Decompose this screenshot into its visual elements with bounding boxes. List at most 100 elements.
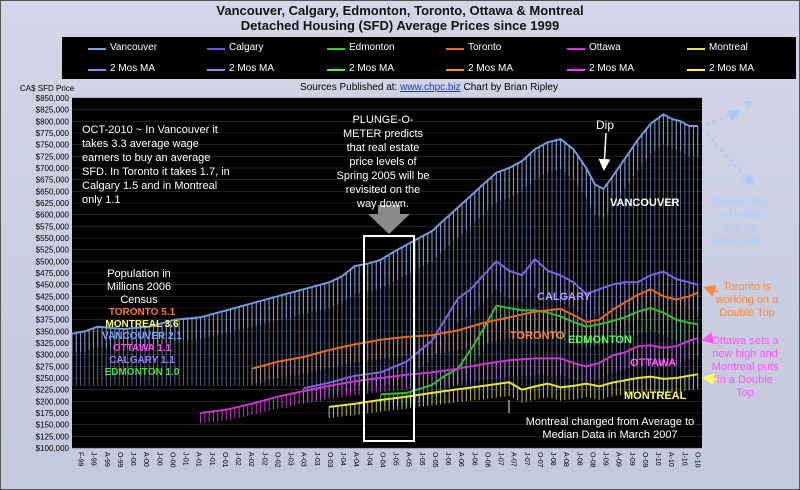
- x-tick-label: O-01: [221, 452, 228, 468]
- y-tick-label: $550,000: [36, 234, 70, 243]
- series-label-calgary: CALGARY: [537, 291, 591, 303]
- y-tick-label: $625,000: [36, 199, 70, 208]
- y-tick-label: $825,000: [36, 106, 70, 115]
- plunge-arrow: [368, 205, 410, 234]
- annotation-question: ?: [744, 98, 752, 113]
- y-tick-label: $525,000: [36, 246, 70, 255]
- series-label-montreal: MONTREAL: [624, 390, 687, 402]
- population-list: TORONTO 5.1 MONTREAL 3.6 VANCOUVER 2.1 O…: [90, 307, 194, 379]
- x-tick-label: A-02: [247, 452, 254, 467]
- x-tick-label: J-07: [523, 452, 530, 466]
- y-tick-label: $200,000: [36, 397, 70, 406]
- x-tick-label: J-09: [628, 452, 635, 466]
- sources-link[interactable]: www.chpc.biz: [400, 82, 461, 93]
- x-tick-label: J-05: [418, 452, 425, 466]
- series-line-montreal: [328, 373, 698, 408]
- series-label-vancouver: VANCOUVER: [610, 197, 680, 209]
- legend: Vancouver Calgary Edmonton Toronto Ottaw…: [62, 37, 796, 79]
- x-tick-label: J-08: [575, 452, 582, 466]
- x-tick-label: A-05: [405, 452, 412, 467]
- x-tick-label: O-00: [168, 452, 175, 468]
- montreal-arrow: [702, 373, 723, 386]
- dip-arrow: [598, 132, 611, 171]
- x-tick-label: J-07: [497, 452, 504, 466]
- x-tick-label: J-02: [234, 452, 241, 466]
- y-tick-label: $600,000: [36, 211, 70, 220]
- chart-title-line1: Vancouver, Calgary, Edmonton, Toronto, O…: [216, 3, 584, 18]
- x-tick-label: J-99: [90, 452, 97, 466]
- population-montreal: MONTREAL 3.6: [105, 319, 179, 330]
- y-tick-label: $125,000: [36, 432, 70, 441]
- x-tick-label: J-01: [182, 452, 189, 466]
- series-line-vancouver: [71, 113, 698, 335]
- x-tick-label: J-06: [444, 452, 451, 466]
- y-tick-label: $375,000: [36, 316, 70, 325]
- x-tick-label: A-07: [510, 452, 517, 467]
- population-vancouver: VANCOUVER 2.1: [102, 331, 182, 342]
- x-tick-label: A-06: [457, 452, 464, 467]
- x-tick-label: O-02: [273, 452, 280, 468]
- x-tick-label: J-00: [129, 452, 136, 466]
- y-tick-label: $225,000: [36, 386, 70, 395]
- x-tick-label: J-06: [470, 452, 477, 466]
- double-dip-arrow: [705, 132, 755, 187]
- annotation-dip: Dip: [596, 118, 615, 132]
- x-tick-label: A-00: [142, 452, 149, 467]
- y-tick-label: $325,000: [36, 339, 70, 348]
- y-tick-label: $175,000: [36, 409, 70, 418]
- vancouver-columns: [71, 114, 699, 386]
- x-tick-label: O-99: [116, 452, 123, 468]
- x-tick-label: A-99: [103, 452, 110, 467]
- annotation-montreal-changed: Montreal changed from Average to Median …: [525, 416, 695, 441]
- y-tick-label: $575,000: [36, 222, 70, 231]
- x-tick-label: O-10: [693, 452, 700, 468]
- y-tick-label: $250,000: [36, 374, 70, 383]
- population-toronto: TORONTO 5.1: [108, 307, 176, 318]
- y-tick-label: $700,000: [36, 164, 70, 173]
- x-tick-label: O-07: [536, 452, 543, 468]
- x-tick-label: J-01: [208, 452, 215, 466]
- y-tick-label: $800,000: [36, 117, 70, 126]
- population-calgary: CALGARY 1.1: [109, 355, 175, 366]
- annotation-double-dip: Double Dip or Double Top for Vancouver ?: [709, 196, 771, 247]
- x-tick-label: J-03: [287, 452, 294, 466]
- y-tick-label: $300,000: [36, 351, 70, 360]
- x-tick-label: O-08: [588, 452, 595, 468]
- sources-label: Sources Published at:: [300, 82, 398, 93]
- annotation-toronto-top: Toronto is working on a Double Top: [715, 281, 779, 319]
- double-top-arrow: [705, 109, 741, 126]
- chart-credit: Chart by Brian Ripley: [463, 82, 558, 93]
- population-ottawa: OTTAWA 1.1: [112, 343, 172, 354]
- y-axis-label: CA$ SFD Price: [20, 84, 75, 93]
- y-tick-label: $275,000: [36, 362, 70, 371]
- x-tick-label: J-05: [392, 452, 399, 466]
- sources-bar: Sources Published at: www.chpc.biz Chart…: [62, 82, 796, 96]
- x-tick-label: J-09: [602, 452, 609, 466]
- y-tick-label: $425,000: [36, 292, 70, 301]
- y-tick-label: $100,000: [36, 444, 70, 453]
- x-tick-label: J-10: [680, 452, 687, 466]
- x-tick-label: A-04: [352, 452, 359, 467]
- series-label-ottawa: OTTAWA: [630, 357, 677, 369]
- y-tick-label: $150,000: [36, 421, 70, 430]
- x-tick-label: J-00: [155, 452, 162, 466]
- x-tick-label: F-99: [77, 452, 84, 467]
- x-tick-label: J-02: [260, 452, 267, 466]
- annotation-oct2010: OCT-2010 ~ In Vancouver it takes 3.3 ave…: [82, 124, 230, 206]
- x-tick-label: J-04: [339, 452, 346, 466]
- population-edmonton: EDMONTON 1.0: [104, 367, 180, 378]
- y-tick-label: $675,000: [36, 176, 70, 185]
- series-label-edmonton: EDMONTON: [568, 334, 632, 346]
- x-tick-label: J-10: [654, 452, 661, 466]
- x-tick-label: A-01: [195, 452, 202, 467]
- series-label-toronto: TORONTO: [510, 330, 565, 342]
- series-line-ottawa: [200, 337, 698, 414]
- y-tick-label: $725,000: [36, 152, 70, 161]
- x-tick-label: A-09: [615, 452, 622, 467]
- toronto-arrow: [703, 285, 719, 297]
- y-tick-label: $850,000: [36, 94, 70, 103]
- y-tick-label: $475,000: [36, 269, 70, 278]
- y-tick-label: $400,000: [36, 304, 70, 313]
- y-tick-label: $350,000: [36, 327, 70, 336]
